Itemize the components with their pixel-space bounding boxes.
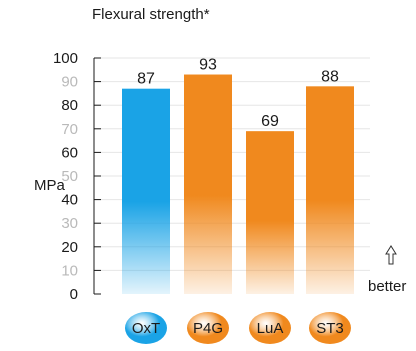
y-axis-label: MPa	[34, 177, 66, 194]
better-label: better	[368, 278, 406, 295]
y-tick-label: 0	[70, 286, 78, 303]
y-tick-label: 90	[61, 74, 78, 91]
y-tick-label: 100	[53, 50, 78, 67]
y-tick-label: 80	[61, 97, 78, 114]
y-axis: 0 10 20 30 40 50 60 70 80 90 100	[53, 50, 101, 303]
category-badge-st3	[309, 312, 351, 344]
value-label-p4g: 93	[199, 57, 217, 74]
category-badge-oxt	[125, 312, 167, 344]
chart-title: Flexural strength*	[92, 6, 210, 23]
bar-oxt	[122, 88, 170, 295]
y-tick-label: 30	[61, 215, 78, 232]
bar-p4g	[184, 74, 232, 295]
category-badge-lua	[249, 312, 291, 344]
category-label-lua: LuA	[257, 320, 284, 337]
category-label-st3: ST3	[316, 320, 344, 337]
value-label-lua: 69	[261, 113, 279, 130]
bar-lua	[246, 131, 294, 294]
category-badge-p4g	[187, 312, 229, 344]
y-tick-label: 70	[61, 121, 78, 138]
category-label-oxt: OxT	[132, 320, 160, 337]
category-badges: OxT P4G LuA ST3	[125, 312, 351, 344]
y-tick-label: 40	[61, 192, 78, 209]
y-tick-label: 50	[61, 168, 78, 185]
value-label-st3: 88	[321, 68, 339, 85]
bar-st3	[306, 86, 354, 294]
value-label-oxt: 87	[137, 71, 155, 88]
y-tick-label: 10	[61, 262, 78, 279]
y-tick-label: 60	[61, 144, 78, 161]
value-labels: 87 93 69 88	[137, 57, 339, 131]
y-tick-label: 20	[61, 239, 78, 256]
better-annotation: better	[368, 245, 406, 295]
bars	[122, 74, 354, 295]
up-arrow-icon	[385, 245, 397, 265]
category-label-p4g: P4G	[193, 320, 223, 337]
